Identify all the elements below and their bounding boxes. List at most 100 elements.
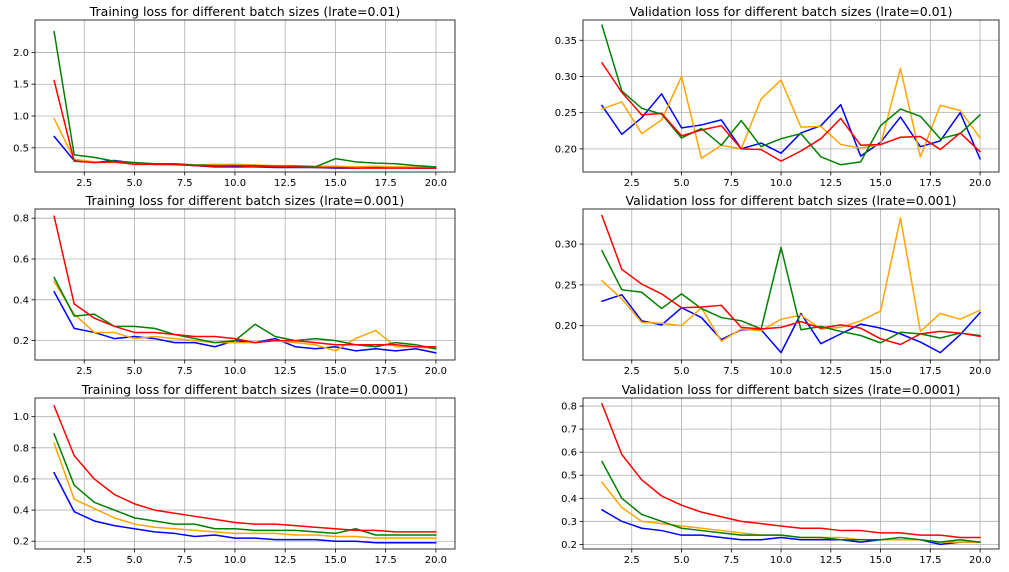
x-tick-label: 7.5 (177, 178, 193, 189)
x-tick-label: 2.5 (624, 555, 640, 566)
series-line-red (53, 79, 437, 169)
series-line-green (53, 433, 437, 536)
x-tick-label: 17.5 (919, 366, 941, 377)
series-line-blue (601, 293, 981, 354)
y-tick-label: 0.3 (561, 517, 577, 528)
chart-title: Validation loss for different batch size… (626, 193, 957, 208)
x-tick-label: 12.5 (274, 555, 296, 566)
x-tick-label: 5.0 (674, 366, 690, 377)
x-tick-label: 20.0 (425, 555, 447, 566)
x-tick-label: 7.5 (723, 178, 739, 189)
x-tick-label: 17.5 (919, 178, 941, 189)
x-tick-label: 12.5 (820, 178, 842, 189)
y-tick-label: 0.2 (561, 540, 577, 551)
x-tick-label: 20.0 (969, 366, 991, 377)
series-line-red (53, 215, 437, 348)
x-tick-label: 17.5 (375, 555, 397, 566)
y-tick-label: 0.6 (561, 448, 577, 459)
x-tick-label: 2.5 (76, 178, 92, 189)
series-line-orange (53, 442, 437, 539)
chart-panel-2: Validation loss for different batch size… (555, 4, 1000, 189)
y-tick-label: 0.8 (561, 402, 577, 413)
x-tick-label: 7.5 (177, 555, 193, 566)
y-tick-label: 2.0 (13, 48, 29, 59)
x-tick-label: 5.0 (674, 555, 690, 566)
x-tick-label: 10.0 (224, 366, 246, 377)
y-tick-label: 0.25 (555, 108, 577, 119)
series-line-orange (601, 67, 981, 159)
series-line-blue (53, 471, 437, 544)
y-tick-label: 0.20 (555, 321, 577, 332)
plot-frame (582, 208, 1000, 361)
x-tick-label: 15.0 (324, 178, 346, 189)
x-tick-label: 15.0 (324, 555, 346, 566)
y-tick-label: 0.20 (555, 144, 577, 155)
chart-title: Training loss for different batch sizes … (81, 382, 408, 397)
y-tick-label: 0.25 (555, 280, 577, 291)
x-tick-label: 10.0 (770, 178, 792, 189)
plot-frame (582, 19, 1000, 173)
series-line-orange (53, 280, 437, 352)
x-tick-label: 10.0 (770, 555, 792, 566)
x-tick-label: 10.0 (224, 555, 246, 566)
y-tick-label: 0.4 (13, 506, 29, 517)
x-tick-label: 12.5 (274, 366, 296, 377)
x-tick-label: 17.5 (919, 555, 941, 566)
series-line-blue (53, 290, 437, 354)
series-line-green (601, 246, 981, 344)
y-tick-label: 0.5 (13, 143, 29, 154)
series-line-green (53, 276, 437, 350)
x-tick-label: 12.5 (274, 178, 296, 189)
plot-frame (34, 397, 456, 550)
x-tick-label: 20.0 (425, 178, 447, 189)
x-tick-label: 10.0 (770, 366, 792, 377)
x-tick-label: 12.5 (820, 366, 842, 377)
chart-panel-4: Validation loss for different batch size… (555, 193, 1000, 377)
plot-frame (34, 19, 456, 173)
x-tick-label: 7.5 (723, 366, 739, 377)
y-tick-label: 0.5 (561, 471, 577, 482)
plot-frame (34, 208, 456, 361)
y-tick-label: 0.35 (555, 36, 577, 47)
y-tick-label: 0.8 (13, 214, 29, 225)
y-tick-label: 0.6 (13, 474, 29, 485)
series-line-red (53, 405, 437, 533)
x-tick-label: 17.5 (375, 366, 397, 377)
series-line-orange (601, 217, 981, 342)
x-tick-label: 10.0 (224, 178, 246, 189)
x-tick-label: 20.0 (425, 366, 447, 377)
y-tick-label: 1.5 (13, 80, 29, 91)
x-tick-label: 5.0 (674, 178, 690, 189)
y-tick-label: 0.6 (13, 254, 29, 265)
x-tick-label: 2.5 (76, 366, 92, 377)
x-tick-label: 5.0 (127, 366, 143, 377)
chart-panel-5: Training loss for different batch sizes … (13, 382, 456, 566)
y-tick-label: 0.8 (13, 443, 29, 454)
y-tick-label: 0.2 (13, 537, 29, 548)
y-tick-label: 0.2 (13, 336, 29, 347)
x-tick-label: 5.0 (127, 178, 143, 189)
chart-panel-6: Validation loss for different batch size… (561, 382, 1000, 566)
x-tick-label: 5.0 (127, 555, 143, 566)
x-tick-label: 17.5 (375, 178, 397, 189)
plot-frame (582, 397, 1000, 550)
x-tick-label: 2.5 (624, 366, 640, 377)
chart-title: Training loss for different batch sizes … (89, 4, 401, 19)
x-tick-label: 7.5 (177, 366, 193, 377)
x-tick-label: 20.0 (969, 555, 991, 566)
chart-panel-3: Training loss for different batch sizes … (13, 193, 456, 377)
series-line-green (53, 30, 437, 168)
x-tick-label: 7.5 (723, 555, 739, 566)
x-tick-label: 15.0 (869, 178, 891, 189)
series-line-orange (53, 117, 437, 168)
y-tick-label: 0.30 (555, 72, 577, 83)
y-tick-label: 1.0 (13, 412, 29, 423)
series-line-red (601, 61, 981, 162)
chart-title: Validation loss for different batch size… (630, 4, 953, 19)
y-tick-label: 1.0 (13, 112, 29, 123)
series-line-green (601, 460, 981, 543)
series-line-orange (601, 481, 981, 543)
x-tick-label: 2.5 (76, 555, 92, 566)
x-tick-label: 15.0 (324, 366, 346, 377)
